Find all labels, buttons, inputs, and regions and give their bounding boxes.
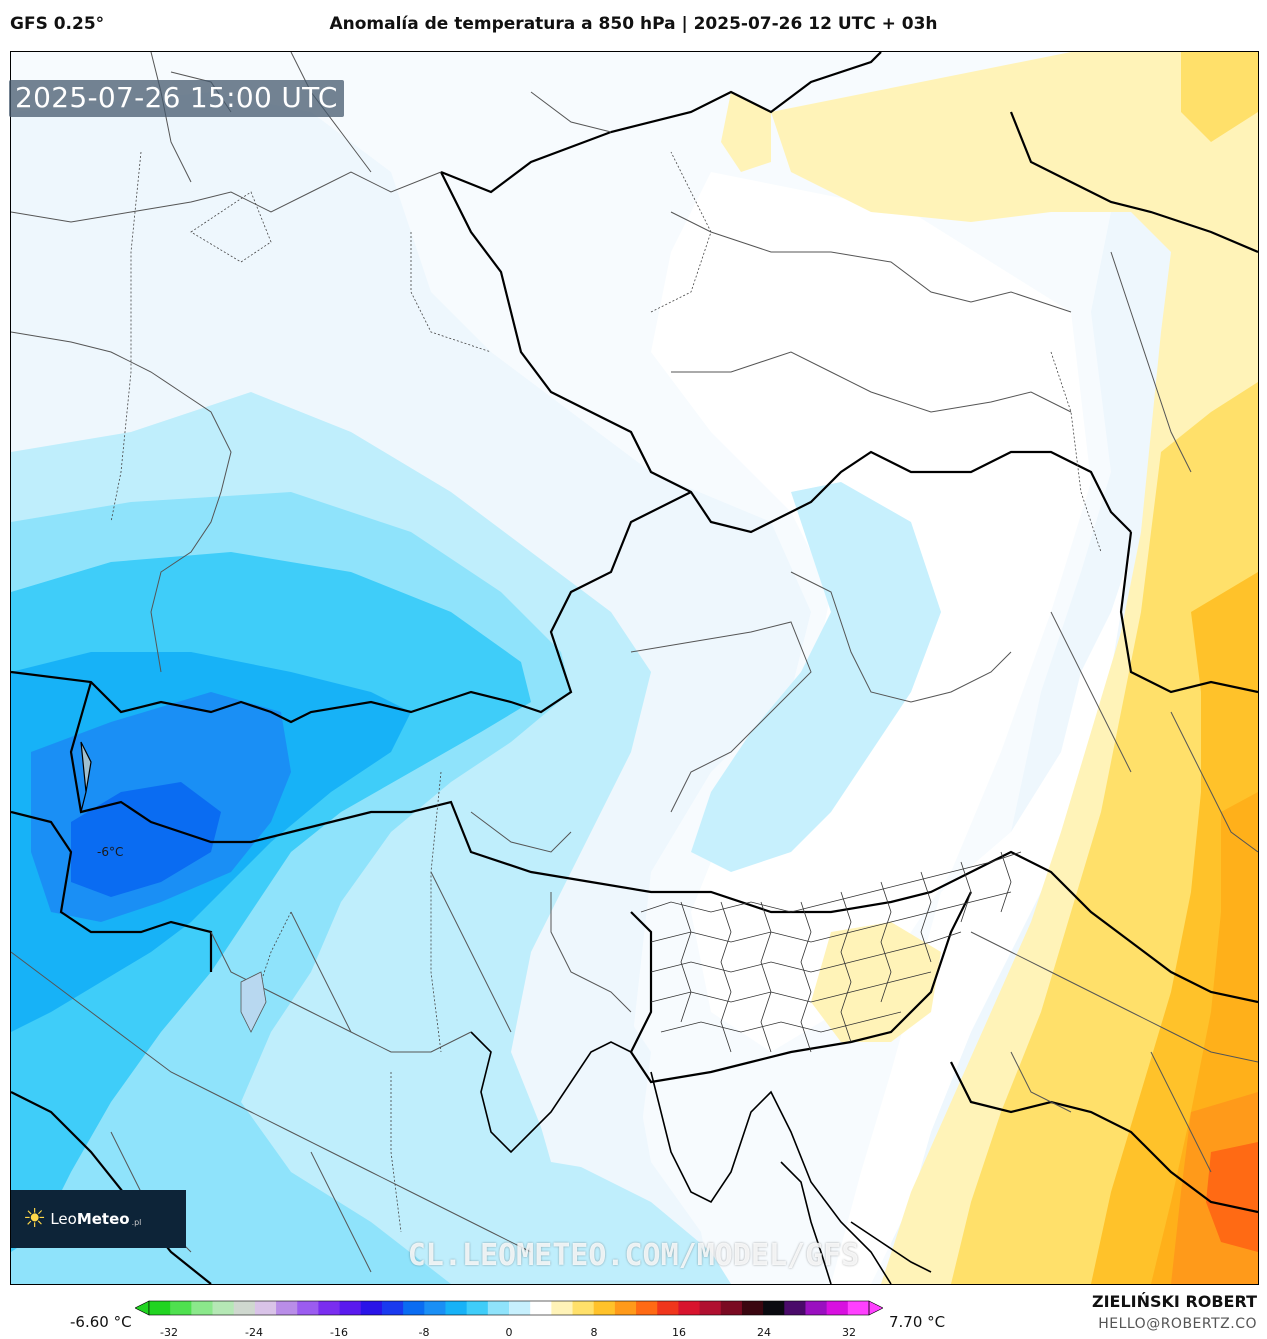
- colorbar-max-extend: [868, 1300, 883, 1316]
- colorbar-swatch: [276, 1301, 298, 1315]
- colorbar-swatch: [254, 1301, 277, 1315]
- zone-warm-south: [811, 922, 941, 1042]
- logo-text: LeoMeteo: [50, 1210, 130, 1228]
- zone-cool-south: [531, 992, 651, 1172]
- colorbar-tick-label: 0: [505, 1326, 513, 1339]
- author-email[interactable]: HELLO@ROBERTZ.CO: [1098, 1316, 1257, 1332]
- colorbar-swatch: [699, 1301, 722, 1315]
- map-area[interactable]: -6°C: [10, 51, 1259, 1285]
- sun-icon: ☀: [23, 1204, 47, 1234]
- colorbar-swatch: [678, 1301, 701, 1315]
- colorbar-swatch: [403, 1301, 425, 1315]
- colorbar-swatch: [593, 1301, 616, 1315]
- colorbar-swatch: [530, 1301, 552, 1315]
- map-title: Anomalía de temperatura a 850 hPa | 2025…: [329, 14, 938, 34]
- colorbar-swatch: [551, 1301, 574, 1315]
- colorbar-swatch: [191, 1301, 214, 1315]
- site-watermark: CL.LEOMETEO.COM/MODEL/GFS: [407, 1238, 860, 1273]
- colorbar-min-value: -6.60 °C: [70, 1313, 132, 1331]
- colorbar-tick-label: 32: [842, 1326, 856, 1339]
- colorbar-swatch: [360, 1301, 383, 1315]
- colorbar-swatch: [233, 1301, 256, 1315]
- colorbar-swatch: [805, 1301, 828, 1315]
- zone-cool-center: [691, 482, 941, 872]
- colorbar-tick-label: 24: [757, 1326, 771, 1339]
- colorbar-swatch: [784, 1301, 806, 1315]
- colorbar: [135, 1300, 883, 1316]
- zone-warm-NW: [721, 92, 771, 172]
- colorbar-swatch: [318, 1301, 341, 1315]
- colorbar-swatch: [847, 1301, 870, 1315]
- zone-white-east: [831, 552, 1131, 1284]
- colorbar-swatch: [466, 1301, 489, 1315]
- colorbar-swatch: [572, 1301, 595, 1315]
- colorbar-swatch: [445, 1301, 468, 1315]
- temperature-anomaly-map: [11, 52, 1258, 1284]
- logo-suffix: .pl: [131, 1217, 142, 1227]
- colorbar-swatch: [170, 1301, 192, 1315]
- colorbar-swatch: [614, 1301, 637, 1315]
- valid-time-badge: 2025-07-26 15:00 UTC: [9, 80, 344, 117]
- colorbar-tick-label: 8: [590, 1326, 598, 1339]
- colorbar-swatch: [212, 1301, 235, 1315]
- colorbar-swatch: [297, 1301, 319, 1315]
- country-borders: [11, 52, 1258, 1284]
- lake: [80, 741, 92, 813]
- colorbar-swatch: [826, 1301, 849, 1315]
- colorbar-tick-label: -32: [160, 1326, 178, 1339]
- colorbar-swatch: [509, 1301, 531, 1315]
- author-name: ZIELIŃSKI ROBERT: [1091, 1292, 1257, 1311]
- colorbar-tick-label: 16: [672, 1326, 686, 1339]
- colorbar-min-extend: [135, 1300, 150, 1316]
- dotted-borders: [110, 151, 1102, 1233]
- colorbar-tick-label: -16: [330, 1326, 348, 1339]
- colorbar-swatch: [763, 1301, 785, 1315]
- lake-2: [240, 971, 267, 1033]
- municipal-borders: [640, 851, 1022, 1053]
- zone-cold-6: [71, 782, 221, 897]
- colorbar-border: [148, 1300, 870, 1316]
- colorbar-swatch: [636, 1301, 658, 1315]
- colorbar-swatch: [424, 1301, 446, 1315]
- colorbar-tick-label: -8: [418, 1326, 430, 1339]
- colorbar-swatch: [381, 1301, 404, 1315]
- colorbar-swatch: [339, 1301, 362, 1315]
- zone-warm-NE: [1181, 52, 1258, 142]
- colorbar-max-value: 7.70 °C: [889, 1313, 946, 1331]
- zone-warm-6: [1206, 1142, 1258, 1252]
- coastline: [470, 1031, 932, 1284]
- model-name: GFS 0.25°: [10, 14, 105, 34]
- colorbar-swatch: [487, 1301, 510, 1315]
- colorbar-swatch: [720, 1301, 743, 1315]
- colorbar-swatch: [657, 1301, 679, 1315]
- colorbar-swatch: [741, 1301, 764, 1315]
- leometeo-logo[interactable]: ☀ LeoMeteo .pl: [11, 1190, 186, 1248]
- min-value-label: -6°C: [97, 845, 124, 859]
- colorbar-tick-label: -24: [245, 1326, 263, 1339]
- colorbar-swatch: [149, 1301, 171, 1315]
